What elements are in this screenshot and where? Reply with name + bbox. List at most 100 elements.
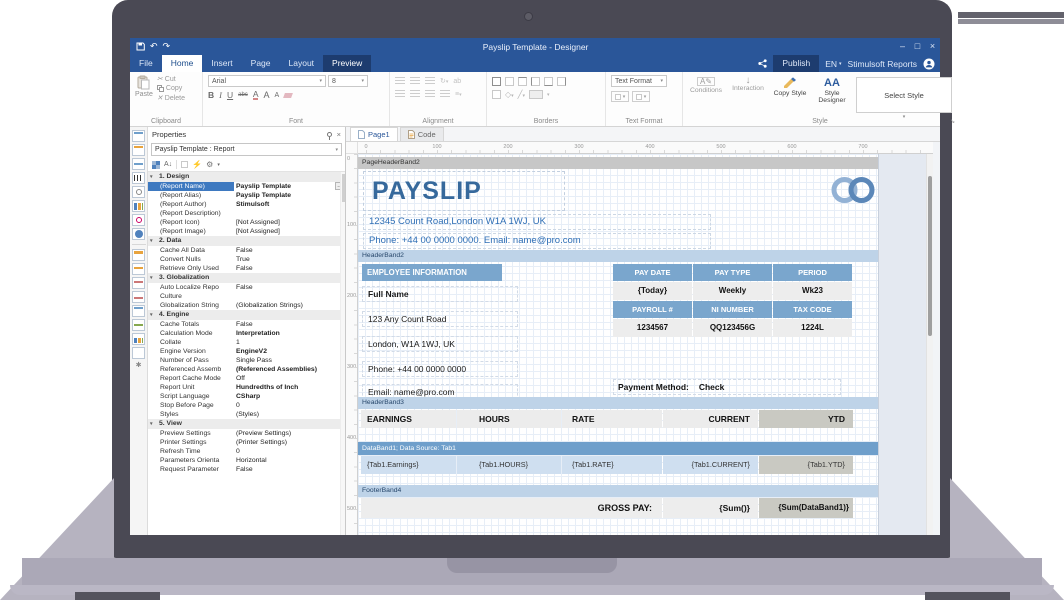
publish-button[interactable]: Publish <box>773 55 820 72</box>
property-group-design[interactable]: ▾ 1. Design <box>148 172 345 182</box>
save-icon[interactable] <box>136 42 145 51</box>
redo-button[interactable]: ↷ <box>162 41 171 51</box>
conditions-button[interactable]: A✎ Conditions <box>689 77 723 94</box>
pay-table-value[interactable]: 1224L <box>773 319 852 337</box>
property-row[interactable]: (Report Image) [Not Assigned] <box>160 228 280 235</box>
border-pen-icon[interactable]: ╱▾ <box>517 90 526 99</box>
font-family-select[interactable]: Arial ▾ <box>208 75 326 87</box>
undo-button[interactable]: ↶ <box>150 41 158 51</box>
property-group-globalization[interactable]: ▾ 3. Globalization <box>148 273 345 283</box>
earnings-header-cell[interactable]: RATE <box>562 410 662 428</box>
property-row[interactable]: Styles (Styles) <box>160 411 260 418</box>
line-spacing-icon[interactable]: ≡▾ <box>455 90 462 98</box>
property-row[interactable]: Preview Settings (Preview Settings) <box>160 430 292 437</box>
underline-button[interactable]: U <box>226 90 234 100</box>
pay-table-header[interactable]: TAX CODE <box>773 301 852 318</box>
tab-home[interactable]: Home <box>161 55 203 72</box>
property-page-icon[interactable] <box>181 161 189 168</box>
pay-table-value[interactable]: Weekly <box>693 282 772 300</box>
earnings-header-cell[interactable]: YTD <box>759 410 853 428</box>
property-row[interactable]: Script Language CSharp <box>160 393 261 400</box>
grow-font-button[interactable]: A <box>263 90 270 100</box>
band-header3[interactable]: HeaderBand3 <box>358 397 878 409</box>
select-style-control[interactable]: Select Style ▾ <box>856 77 952 120</box>
property-row[interactable]: Cache Totals False <box>160 321 253 328</box>
company-contact-textbox[interactable]: Phone: +44 00 0000 0000. Email: name@pro… <box>363 233 711 249</box>
employee-address2-textbox[interactable]: London, W1A 1WJ, UK <box>362 336 518 352</box>
align-top-icon[interactable] <box>395 77 405 85</box>
property-group-data[interactable]: ▾ 2. Data <box>148 236 345 246</box>
text-format-select[interactable]: Text Format ▾ <box>611 75 667 87</box>
data-field-cell[interactable]: {Tab1.YTD} <box>759 456 853 474</box>
scrollbar-thumb[interactable] <box>928 176 932 336</box>
align-middle-icon[interactable] <box>410 77 420 85</box>
style-designer-button[interactable]: AA Style Designer <box>818 77 846 104</box>
employee-name-textbox[interactable]: Full Name <box>362 286 518 302</box>
property-row[interactable]: (Report Description) <box>160 210 221 217</box>
pay-table-header[interactable]: NI NUMBER <box>693 301 772 318</box>
pay-table-header[interactable]: PAY DATE <box>613 264 692 281</box>
tab-layout[interactable]: Layout <box>288 58 315 68</box>
properties-scrollbar[interactable] <box>340 172 345 535</box>
border-none-icon[interactable] <box>505 77 514 86</box>
property-row[interactable]: Report Unit Hundredths of Inch <box>160 384 299 391</box>
band-header2[interactable]: HeaderBand2 <box>358 250 878 262</box>
shape-fill-icon[interactable]: ◇▾ <box>505 90 514 99</box>
component-selector[interactable]: Payslip Template : Report ▾ <box>151 143 342 156</box>
property-row[interactable]: Request Parameter False <box>160 466 253 473</box>
pay-table-header[interactable]: PAY TYPE <box>693 264 772 281</box>
components-tool-icon[interactable] <box>132 130 145 142</box>
footer-band-icon[interactable] <box>132 347 145 359</box>
property-group-view[interactable]: ▾ 5. View <box>148 419 345 429</box>
page-band-icon[interactable] <box>132 249 145 261</box>
property-row[interactable]: (Report Author) Stimulsoft <box>160 201 270 208</box>
report-page[interactable]: PageHeaderBand2 PAYSLIP 12345 Count Road… <box>358 154 879 535</box>
property-row[interactable]: Globalization String (Globalization Strin… <box>160 302 303 309</box>
maximize-button[interactable]: □ <box>914 41 921 51</box>
close-button[interactable]: × <box>929 41 936 51</box>
align-right-icon[interactable] <box>425 90 435 98</box>
tab-page1[interactable]: Page1 <box>350 127 398 141</box>
alphabetical-sort-icon[interactable]: A↓ <box>164 161 173 168</box>
select-style-box[interactable]: Select Style <box>856 77 952 113</box>
data-band-icon[interactable] <box>132 319 145 331</box>
pay-table-value[interactable]: QQ123456G <box>693 319 772 337</box>
interaction-button[interactable]: ↓ Interaction <box>732 75 764 93</box>
delete-button[interactable]: ✕ Delete <box>156 94 186 103</box>
data-field-cell[interactable]: {Tab1.Earnings} <box>361 456 456 474</box>
property-row[interactable]: Calculation Mode Interpretation <box>160 330 280 337</box>
crosstab-tool-icon[interactable] <box>132 158 145 170</box>
language-selector[interactable]: EN ▾ <box>825 58 842 69</box>
band-databand[interactable]: DataBand1; Data Source: Tab1 <box>358 442 878 455</box>
clear-format-icon[interactable] <box>283 92 294 98</box>
employee-info-header[interactable]: EMPLOYEE INFORMATION <box>362 264 502 281</box>
panel-component-icon[interactable] <box>132 305 145 317</box>
employee-address1-textbox[interactable]: 123 Any Count Road <box>362 311 518 327</box>
pin-icon[interactable] <box>326 132 332 140</box>
property-row[interactable]: Culture <box>160 293 182 300</box>
bands-tool-icon[interactable] <box>132 144 145 156</box>
company-logo[interactable] <box>830 169 876 211</box>
data-field-cell[interactable]: {Tab1.RATE} <box>562 456 662 474</box>
band-pageheader[interactable]: PageHeaderBand2 <box>358 157 878 169</box>
pay-table-value[interactable]: {Today} <box>613 282 692 300</box>
property-row[interactable]: Retrieve Only Used False <box>160 265 253 272</box>
gross-pay-total-cell[interactable]: {Sum(DataBand1)} <box>759 498 853 518</box>
tab-preview[interactable]: Preview <box>323 55 372 72</box>
style-dialog-launcher-icon[interactable]: ↘ <box>949 119 955 125</box>
word-wrap-icon[interactable]: ab <box>453 77 462 85</box>
property-row[interactable]: Refresh Time 0 <box>160 448 240 455</box>
property-row[interactable]: Auto Localize Repo False <box>160 284 253 291</box>
share-icon[interactable] <box>758 59 767 68</box>
data-field-cell[interactable]: {Tab1.CURRENT} <box>663 456 758 474</box>
pay-table-header[interactable]: PAYROLL # <box>613 301 692 318</box>
gross-pay-sum-cell[interactable]: {Sum()} <box>663 498 758 518</box>
map-tool-icon[interactable] <box>132 228 145 240</box>
property-row[interactable]: Report Cache Mode Off <box>160 375 245 382</box>
copy-button[interactable]: Copy <box>156 85 185 92</box>
report-title-textbox[interactable]: PAYSLIP <box>363 171 565 211</box>
property-row[interactable]: (Report Alias) Payslip Template <box>160 192 292 199</box>
border-style-icon[interactable] <box>492 90 501 99</box>
shape-tool-icon[interactable] <box>132 186 145 198</box>
property-row[interactable]: Cache All Data False <box>160 247 253 254</box>
